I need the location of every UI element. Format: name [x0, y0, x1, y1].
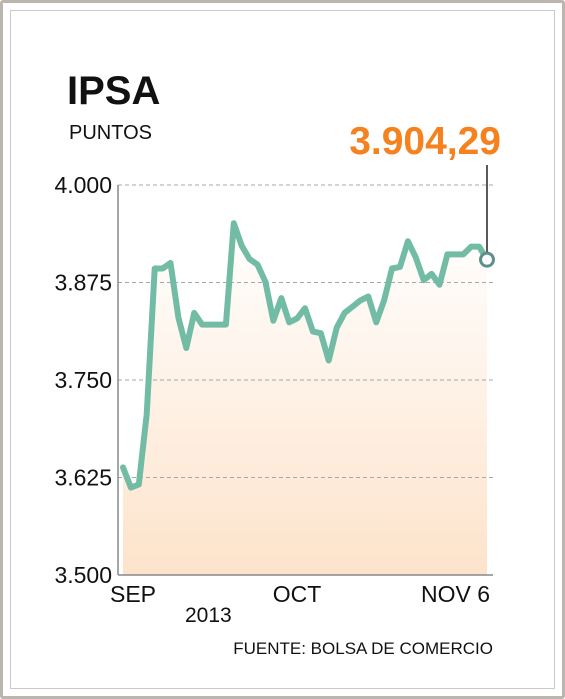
x-tick-label: SEP [110, 581, 156, 607]
x-tick-label: NOV 6 [421, 581, 490, 607]
year-label: 2013 [185, 604, 232, 627]
ipsa-line-chart: IPSA PUNTOS 4.000 3.875 3.750 3.625 3.500 SE… [54, 69, 501, 658]
source-note: FUENTE: BOLSA DE COMERCIO [233, 639, 493, 658]
chart-inner-border [10, 10, 555, 689]
series-area [123, 223, 487, 575]
y-tick-label: 4.000 [54, 172, 112, 198]
last-point-marker [479, 251, 495, 268]
chart-subtitle: PUNTOS [69, 122, 152, 144]
chart-title: IPSA [67, 69, 160, 113]
last-value-label: 3.904,29 [349, 120, 501, 163]
y-tick-label: 3.750 [54, 367, 112, 393]
series-line [120, 220, 490, 491]
y-tick-label: 3.500 [54, 562, 112, 588]
x-tick-label: OCT [273, 581, 322, 607]
y-tick-label: 3.625 [54, 465, 112, 491]
y-tick-label: 3.875 [54, 270, 112, 296]
